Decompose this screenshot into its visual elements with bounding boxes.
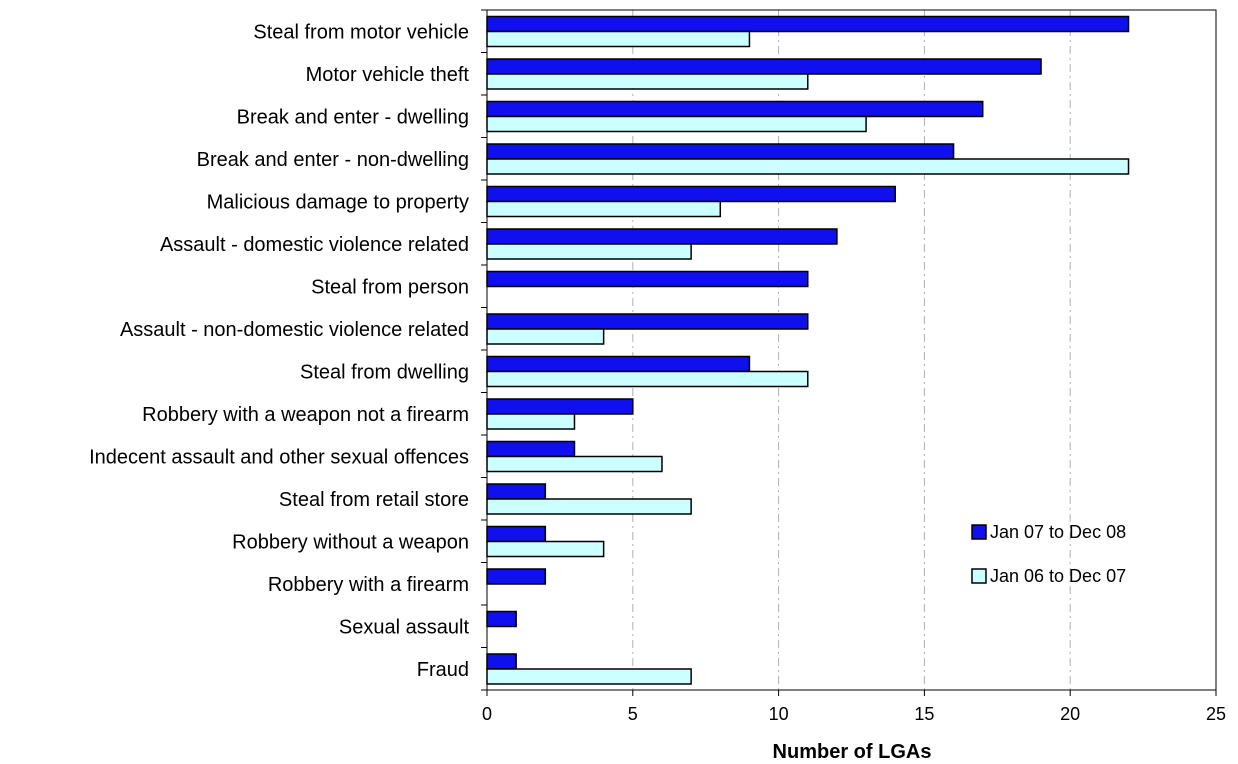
x-tick-labels: 0 5 10 15 20 25 xyxy=(482,704,1226,724)
bar-jan07-dec08 xyxy=(486,228,838,245)
bar-jan06-dec07 xyxy=(486,200,722,218)
category-label: Fraud xyxy=(417,659,469,681)
bar-jan07-dec08 xyxy=(486,525,547,543)
category-label: Steal from retail store xyxy=(279,489,469,511)
bar-jan06-dec07 xyxy=(486,455,663,473)
x-tick-label: 20 xyxy=(1060,704,1080,724)
category-label: Assault - domestic violence related xyxy=(160,234,469,256)
category-label: Indecent assault and other sexual offenc… xyxy=(89,447,469,469)
bars xyxy=(486,15,1130,685)
x-tick-label: 25 xyxy=(1206,704,1226,724)
bar-jan06-dec07 xyxy=(486,498,692,515)
bar-jan06-dec07 xyxy=(486,328,605,345)
x-tick-label: 5 xyxy=(628,704,638,724)
category-label: Motor vehicle theft xyxy=(306,64,470,86)
category-label: Assault - non-domestic violence related xyxy=(120,319,469,341)
x-tick-label: 10 xyxy=(769,704,789,724)
bar-jan07-dec08 xyxy=(486,483,547,500)
bar-jan07-dec08 xyxy=(486,568,547,585)
bar-jan07-dec08 xyxy=(486,653,517,670)
bar-jan07-dec08 xyxy=(486,15,1130,33)
bar-jan07-dec08 xyxy=(486,440,576,458)
category-labels: Steal from motor vehicle Motor vehicle th… xyxy=(89,22,469,682)
bar-jan06-dec07 xyxy=(486,370,809,388)
axes xyxy=(481,9,1217,696)
bar-jan06-dec07 xyxy=(486,243,692,260)
x-tick-label: 15 xyxy=(914,704,934,724)
bar-jan06-dec07 xyxy=(486,413,576,430)
legend-swatch xyxy=(971,524,987,540)
bar-jan07-dec08 xyxy=(486,185,896,203)
bar-jan06-dec07 xyxy=(486,115,867,133)
category-label: Break and enter - dwelling xyxy=(237,107,469,129)
bar-jan06-dec07 xyxy=(486,540,605,558)
bar-jan06-dec07 xyxy=(486,668,692,685)
category-label: Robbery without a weapon xyxy=(232,532,469,554)
bar-jan07-dec08 xyxy=(486,313,809,330)
bar-jan07-dec08 xyxy=(486,58,1042,75)
category-label: Robbery with a firearm xyxy=(268,574,469,596)
legend-swatch xyxy=(971,568,987,584)
bar-jan07-dec08 xyxy=(486,355,751,373)
category-label: Break and enter - non-dwelling xyxy=(197,149,469,171)
category-label: Sexual assault xyxy=(339,617,470,639)
bar-jan07-dec08 xyxy=(486,100,984,118)
bar-jan06-dec07 xyxy=(486,73,809,90)
bar-jan07-dec08 xyxy=(486,143,955,160)
bar-jan06-dec07 xyxy=(486,158,1130,175)
category-label: Robbery with a weapon not a firearm xyxy=(142,404,469,426)
bar-jan07-dec08 xyxy=(486,270,809,288)
legend: Jan 07 to Dec 08 Jan 06 to Dec 07 xyxy=(971,522,1126,586)
legend-label: Jan 06 to Dec 07 xyxy=(990,566,1126,586)
category-label: Steal from person xyxy=(311,277,469,299)
category-label: Steal from motor vehicle xyxy=(253,22,469,44)
bar-jan07-dec08 xyxy=(486,610,517,628)
x-axis-title: Number of LGAs xyxy=(773,741,932,763)
bar-jan06-dec07 xyxy=(486,30,751,48)
category-label: Steal from dwelling xyxy=(300,362,469,384)
legend-label: Jan 07 to Dec 08 xyxy=(990,522,1126,542)
x-tick-label: 0 xyxy=(482,704,492,724)
bar-jan07-dec08 xyxy=(486,398,634,415)
category-label: Malicious damage to property xyxy=(207,192,469,214)
